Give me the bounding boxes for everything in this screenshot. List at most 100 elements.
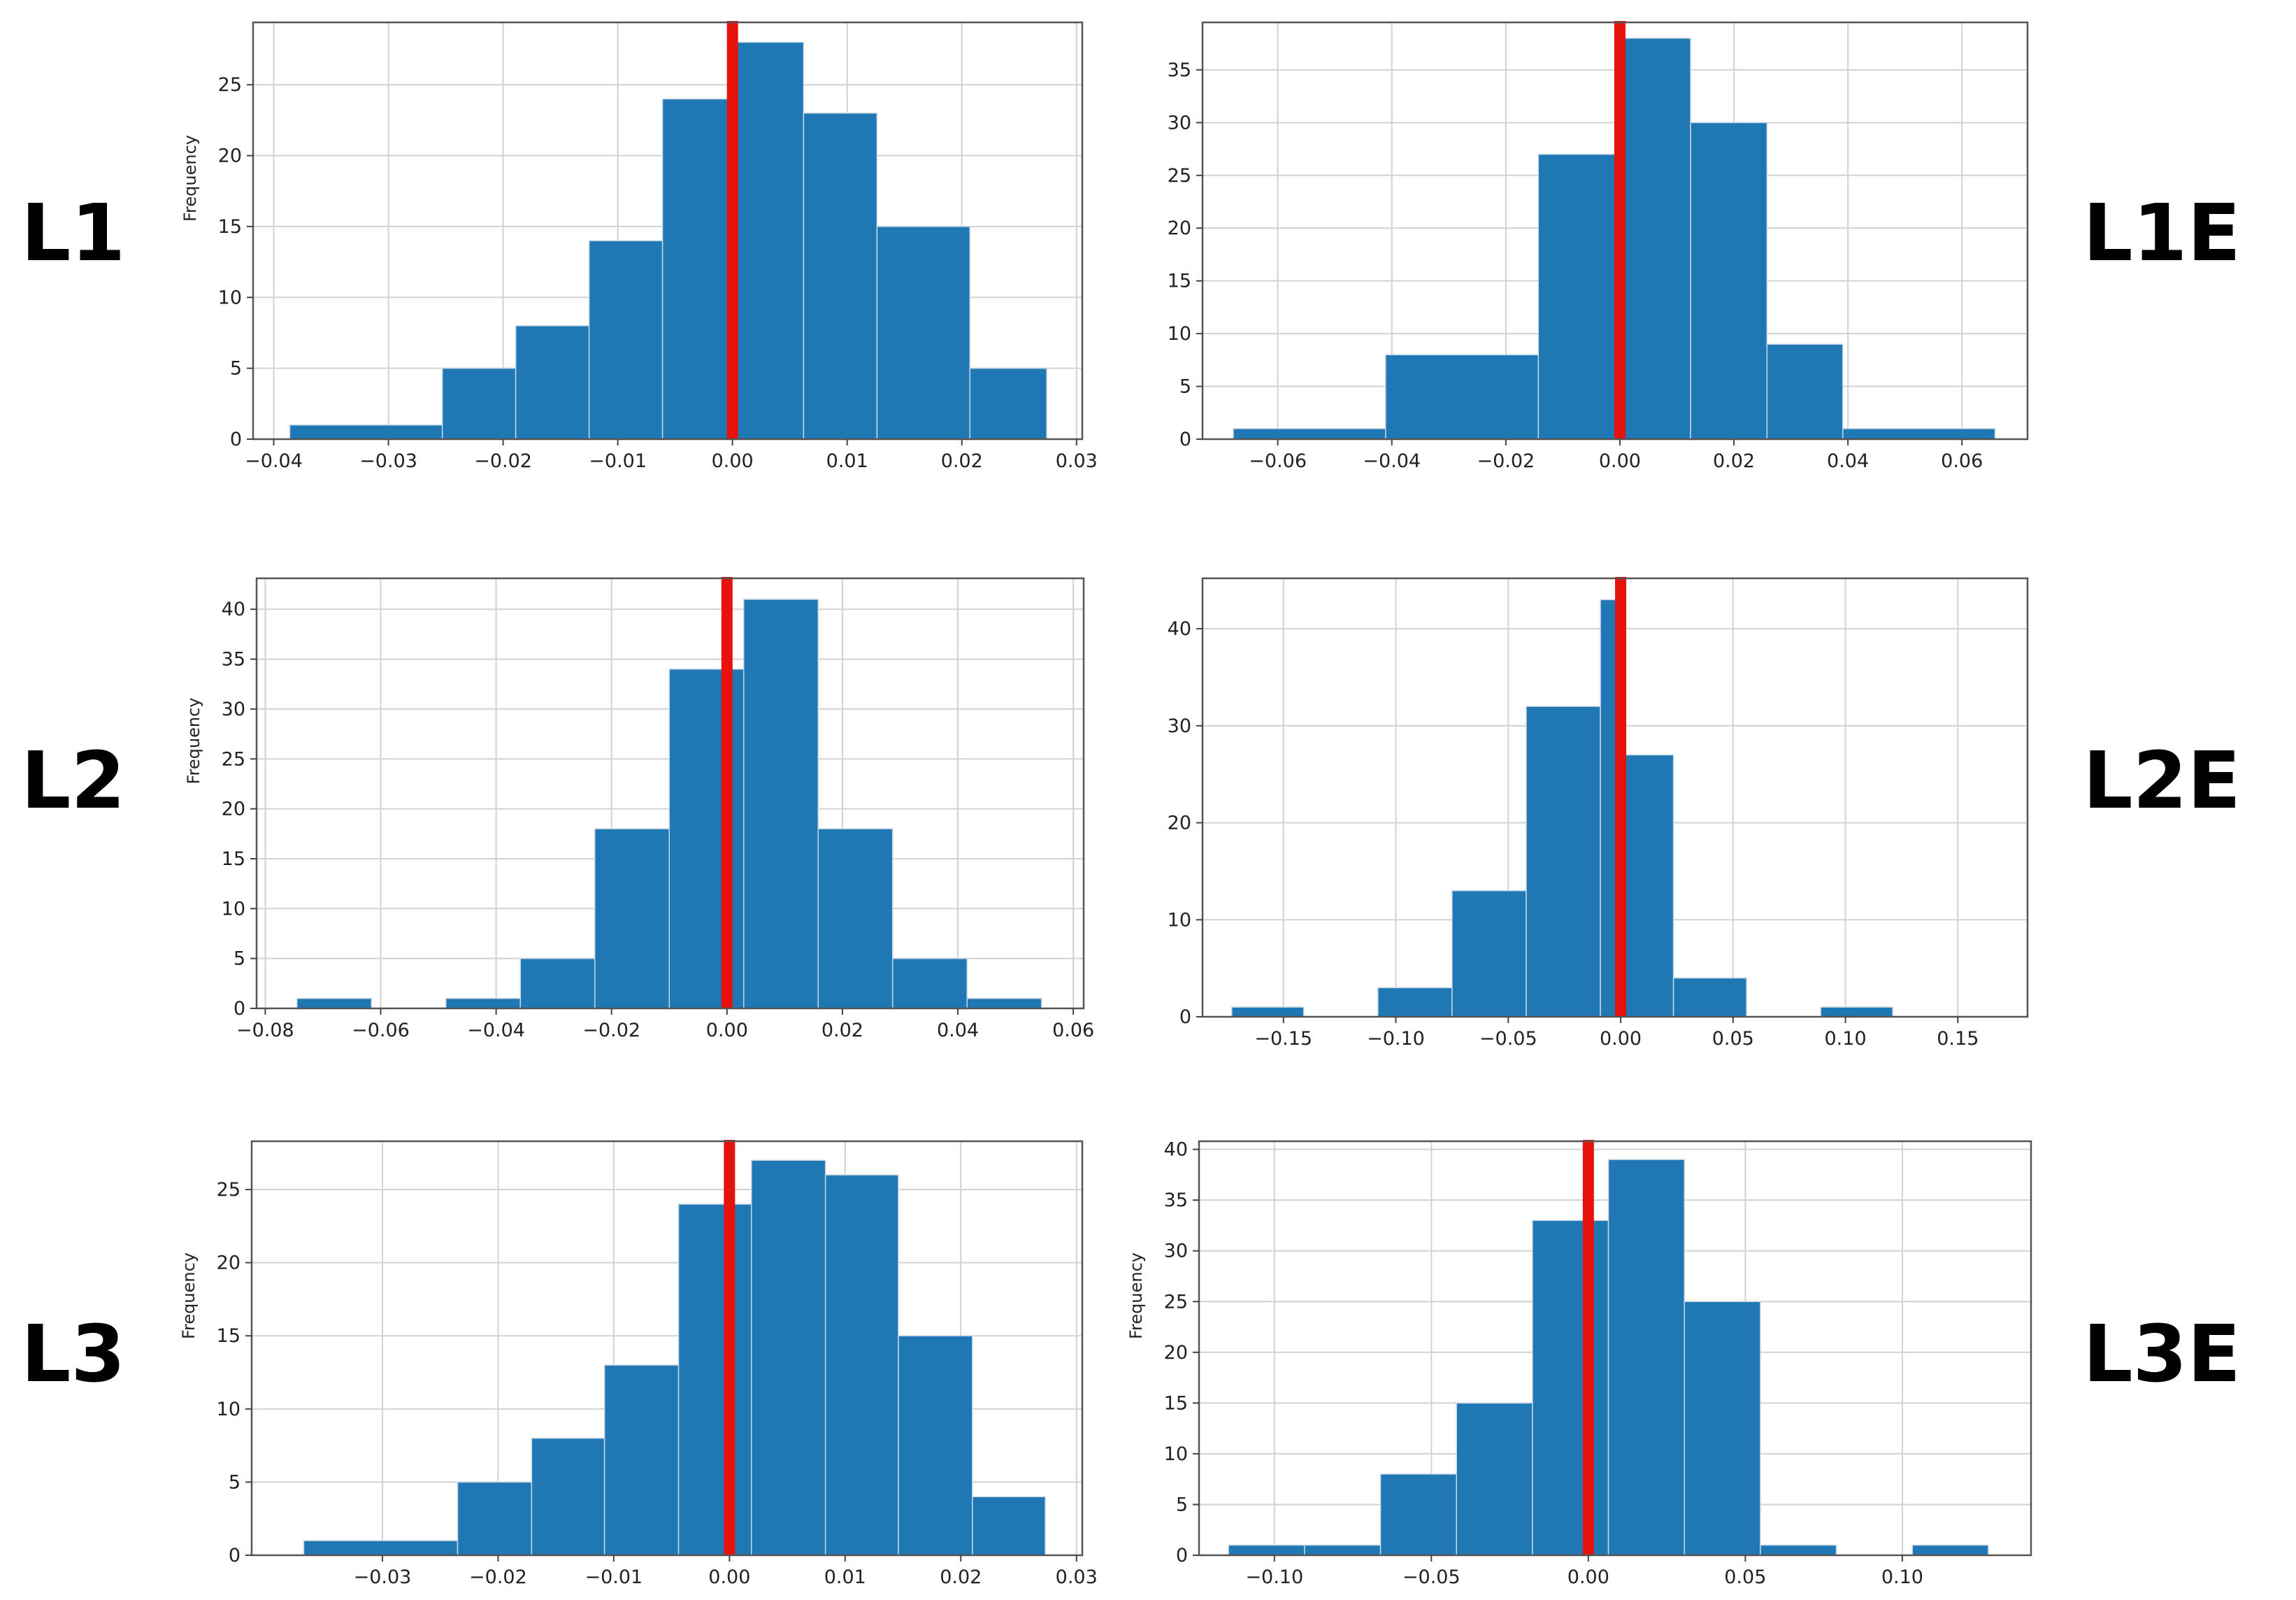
x-tick-label: −0.01 (585, 1566, 643, 1588)
axes-frame (255, 577, 1085, 1010)
y-tick-label: 5 (230, 358, 242, 380)
axes-frame (1201, 21, 2029, 441)
y-axis-label: Frequency (184, 698, 203, 785)
histogram-bar (519, 957, 596, 1009)
axes-frame (250, 1140, 1084, 1557)
y-tick-label: 30 (1164, 1241, 1188, 1262)
y-tick-label: 10 (1164, 1443, 1188, 1465)
x-tick-label: 0.00 (1567, 1566, 1609, 1588)
y-tick-label: 10 (218, 287, 242, 308)
panel-label: L1 (21, 188, 125, 279)
histogram-bar (891, 957, 968, 1009)
x-tick-label: −0.01 (589, 450, 647, 472)
y-tick-label: 5 (229, 1471, 241, 1493)
histogram-panel-l1e: −0.06 −0.04 −0.02 0.00 0.02 0.04 0.06 0 5 10 15 20 2… (1168, 21, 2029, 472)
y-tick-label: 0 (229, 1545, 241, 1566)
histogram-bar (1228, 1544, 1305, 1556)
y-tick-label: 0 (230, 429, 242, 450)
histogram-panel-l2: −0.08 −0.06 −0.04 −0.02 0.00 0.02 0.04 0.06 0 5 10… (184, 577, 1094, 1041)
histogram-bar (751, 1159, 826, 1556)
histogram-bar (972, 1496, 1046, 1556)
y-tick-label: 25 (218, 74, 242, 96)
x-tick-label: −0.02 (582, 1020, 640, 1041)
panel-label: L2 (21, 736, 125, 827)
x-tick-label: 0.02 (940, 1566, 982, 1588)
histogram-bar (445, 997, 522, 1009)
x-tick-label: −0.05 (1479, 1028, 1537, 1050)
x-tick-label: 0.03 (1056, 450, 1098, 472)
histogram-bar (824, 1174, 899, 1556)
x-tick-label: −0.02 (1477, 450, 1535, 472)
histogram-bar (1820, 1006, 1893, 1017)
panel-label: L2E (2083, 736, 2241, 827)
x-tick-label: 0.10 (1825, 1028, 1867, 1050)
histogram-bar (1684, 1301, 1761, 1556)
histogram-bar (876, 226, 970, 440)
x-tick-label: 0.00 (708, 1566, 750, 1588)
zero-reference-line (1614, 21, 1626, 439)
histogram-bar (1377, 987, 1453, 1017)
x-tick-label: 0.01 (826, 450, 868, 472)
histogram-panel-l1: −0.04 −0.03 −0.02 −0.01 0.00 0.01 0.02 0.03 0 5 10… (180, 21, 1098, 472)
histogram-bar (1690, 122, 1768, 440)
histogram-bar (729, 41, 805, 440)
y-tick-label: 0 (1179, 429, 1191, 450)
histogram-bar (531, 1437, 605, 1556)
histogram-bar (817, 828, 894, 1009)
y-tick-label: 40 (1168, 618, 1191, 640)
histogram-bar (289, 424, 443, 440)
y-axis-label: Frequency (180, 135, 200, 222)
y-tick-label: 15 (222, 848, 245, 870)
x-tick-label: 0.05 (1712, 1028, 1754, 1050)
y-tick-label: 35 (222, 649, 245, 671)
y-tick-label: 15 (1168, 271, 1191, 292)
y-tick-label: 20 (1168, 217, 1191, 239)
y-tick-label: 20 (1168, 813, 1191, 834)
histogram-bar (661, 98, 731, 440)
y-tick-label: 15 (1164, 1392, 1188, 1414)
y-tick-label: 10 (1168, 323, 1191, 345)
x-tick-label: 0.02 (941, 450, 983, 472)
x-tick-label: 0.06 (1052, 1020, 1094, 1041)
y-tick-label: 20 (218, 145, 242, 167)
histogram-bar (1532, 1220, 1609, 1556)
histogram-panel-l2e: −0.15 −0.10 −0.05 0.00 0.05 0.10 0.15 0 10 20 30 40 (1168, 577, 2029, 1050)
histogram-bar (1456, 1402, 1533, 1556)
y-tick-label: 10 (222, 898, 245, 920)
y-tick-label: 20 (1164, 1342, 1188, 1364)
y-tick-label: 10 (1168, 909, 1191, 931)
histogram-bar (1537, 153, 1621, 440)
x-tick-label: 0.03 (1056, 1566, 1098, 1588)
x-tick-label: 0.00 (1599, 450, 1641, 472)
x-tick-label: 0.02 (1713, 450, 1755, 472)
histogram-bar (1672, 977, 1747, 1017)
panel-label: L3E (2083, 1309, 2241, 1400)
y-tick-label: 5 (234, 948, 245, 970)
histogram-bar (588, 240, 663, 440)
y-tick-label: 5 (1179, 376, 1191, 398)
x-tick-label: 0.10 (1881, 1566, 1923, 1588)
histogram-bar (1766, 343, 1844, 440)
histogram-bar (1385, 354, 1540, 440)
zero-reference-line (726, 21, 738, 439)
x-tick-label: −0.04 (245, 450, 303, 472)
y-tick-label: 25 (222, 748, 245, 770)
histogram-panel-l3: −0.03 −0.02 −0.01 0.00 0.01 0.02 0.03 0 5 10 15 20 2… (179, 1140, 1098, 1588)
histogram-bar (441, 367, 517, 440)
histogram-bar (1911, 1544, 1989, 1556)
y-tick-label: 20 (222, 799, 245, 820)
y-tick-label: 15 (218, 216, 242, 238)
x-tick-label: −0.02 (469, 1566, 527, 1588)
histogram-bar (1526, 706, 1601, 1017)
x-tick-label: 0.06 (1941, 450, 1983, 472)
y-axis-label: Frequency (179, 1252, 199, 1339)
histogram-bar (803, 112, 878, 440)
histogram-panel-l3e: −0.10 −0.05 0.00 0.05 0.10 0 5 10 15 20 25 30 35 40 Fr… (1126, 1139, 2032, 1588)
histogram-bar (1842, 428, 1996, 440)
histogram-bar (457, 1481, 533, 1556)
histogram-bar (515, 325, 590, 440)
y-tick-label: 30 (1168, 715, 1191, 737)
y-tick-label: 25 (1168, 165, 1191, 187)
x-tick-label: −0.03 (359, 450, 417, 472)
